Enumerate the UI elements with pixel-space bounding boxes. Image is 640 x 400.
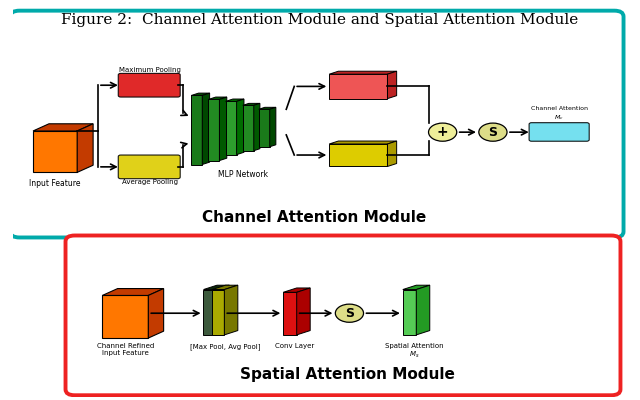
Polygon shape	[204, 290, 216, 335]
Polygon shape	[33, 131, 77, 172]
Text: Channel Attention Module: Channel Attention Module	[202, 210, 426, 225]
FancyBboxPatch shape	[10, 11, 623, 238]
Polygon shape	[329, 144, 387, 166]
Text: Figure 2:  Channel Attention Module and Spatial Attention Module: Figure 2: Channel Attention Module and S…	[61, 13, 579, 27]
Polygon shape	[387, 141, 397, 166]
Polygon shape	[259, 107, 276, 109]
Polygon shape	[416, 285, 430, 335]
Polygon shape	[403, 290, 416, 335]
Polygon shape	[403, 285, 430, 290]
Polygon shape	[243, 103, 260, 105]
Circle shape	[335, 304, 364, 322]
FancyBboxPatch shape	[118, 73, 180, 97]
Polygon shape	[212, 290, 225, 335]
Text: Average Pooling: Average Pooling	[122, 179, 177, 185]
Circle shape	[479, 123, 507, 141]
Polygon shape	[284, 292, 297, 335]
Text: S: S	[345, 307, 354, 320]
Polygon shape	[284, 288, 310, 292]
Polygon shape	[225, 99, 244, 101]
Polygon shape	[77, 124, 93, 172]
Polygon shape	[102, 288, 164, 296]
Polygon shape	[259, 109, 269, 147]
Polygon shape	[204, 285, 229, 290]
Polygon shape	[225, 101, 237, 155]
Polygon shape	[243, 105, 254, 151]
Polygon shape	[225, 285, 238, 335]
Polygon shape	[191, 96, 202, 164]
Polygon shape	[254, 103, 260, 151]
Text: MLP Network: MLP Network	[218, 170, 268, 179]
Polygon shape	[269, 107, 276, 147]
Polygon shape	[202, 93, 210, 164]
FancyBboxPatch shape	[118, 155, 180, 179]
Text: Channel Attention
$M_c$: Channel Attention $M_c$	[531, 106, 588, 122]
Text: +: +	[437, 125, 449, 139]
Polygon shape	[216, 285, 229, 335]
Polygon shape	[387, 71, 397, 99]
Text: Input Feature: Input Feature	[29, 179, 81, 188]
Polygon shape	[33, 124, 93, 131]
Polygon shape	[209, 97, 227, 100]
Polygon shape	[220, 97, 227, 160]
Text: Conv Layer: Conv Layer	[275, 343, 314, 349]
Text: Spatial Attention Module: Spatial Attention Module	[240, 367, 455, 382]
Polygon shape	[209, 100, 220, 160]
Polygon shape	[297, 288, 310, 335]
Text: Maximum Pooling: Maximum Pooling	[118, 66, 180, 72]
Circle shape	[429, 123, 457, 141]
Text: S: S	[488, 126, 497, 139]
Text: Channel Refined
Input Feature: Channel Refined Input Feature	[97, 343, 154, 356]
Text: [Max Pool, Avg Pool]: [Max Pool, Avg Pool]	[189, 343, 260, 350]
Polygon shape	[329, 141, 397, 144]
Polygon shape	[102, 296, 148, 338]
FancyBboxPatch shape	[529, 123, 589, 141]
Polygon shape	[191, 93, 210, 96]
Polygon shape	[148, 288, 164, 338]
Polygon shape	[329, 74, 387, 99]
Polygon shape	[329, 71, 397, 74]
Text: Spatial Attention
$M_s$: Spatial Attention $M_s$	[385, 343, 443, 360]
FancyBboxPatch shape	[65, 236, 620, 395]
Polygon shape	[212, 285, 238, 290]
Polygon shape	[237, 99, 244, 155]
